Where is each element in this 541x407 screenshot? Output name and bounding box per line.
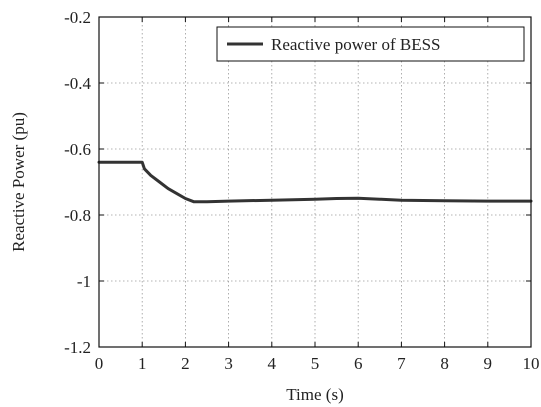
y-tick-label: -1.2 bbox=[64, 338, 91, 357]
y-tick-label: -0.2 bbox=[64, 8, 91, 27]
y-tick-label: -0.8 bbox=[64, 206, 91, 225]
series-layer bbox=[97, 160, 533, 204]
legend-label: Reactive power of BESS bbox=[271, 35, 441, 54]
x-tick-labels: 0 1 2 3 4 5 6 7 8 9 10 bbox=[95, 354, 540, 373]
x-tick-label: 5 bbox=[311, 354, 320, 373]
series-line bbox=[97, 160, 533, 204]
axis-ticks bbox=[98, 16, 532, 348]
x-axis-label: Time (s) bbox=[286, 385, 343, 404]
x-tick-label: 6 bbox=[354, 354, 363, 373]
x-tick-label: 9 bbox=[484, 354, 493, 373]
x-tick-label: 0 bbox=[95, 354, 104, 373]
x-tick-label: 8 bbox=[440, 354, 449, 373]
y-tick-labels: -1.2 -1 -0.8 -0.6 -0.4 -0.2 bbox=[64, 8, 91, 357]
y-tick-label: -1 bbox=[77, 272, 91, 291]
legend-box bbox=[216, 26, 525, 62]
x-tick-label: 3 bbox=[224, 354, 233, 373]
x-tick-label: 4 bbox=[268, 354, 277, 373]
y-axis-label: Reactive Power (pu) bbox=[9, 112, 28, 252]
x-tick-label: 2 bbox=[181, 354, 190, 373]
x-tick-label: 10 bbox=[523, 354, 540, 373]
legend: Reactive power of BESS bbox=[216, 26, 525, 62]
y-tick-label: -0.4 bbox=[64, 74, 91, 93]
x-tick-label: 7 bbox=[397, 354, 406, 373]
grid bbox=[99, 17, 531, 347]
y-tick-label: -0.6 bbox=[64, 140, 91, 159]
x-tick-label: 1 bbox=[138, 354, 147, 373]
